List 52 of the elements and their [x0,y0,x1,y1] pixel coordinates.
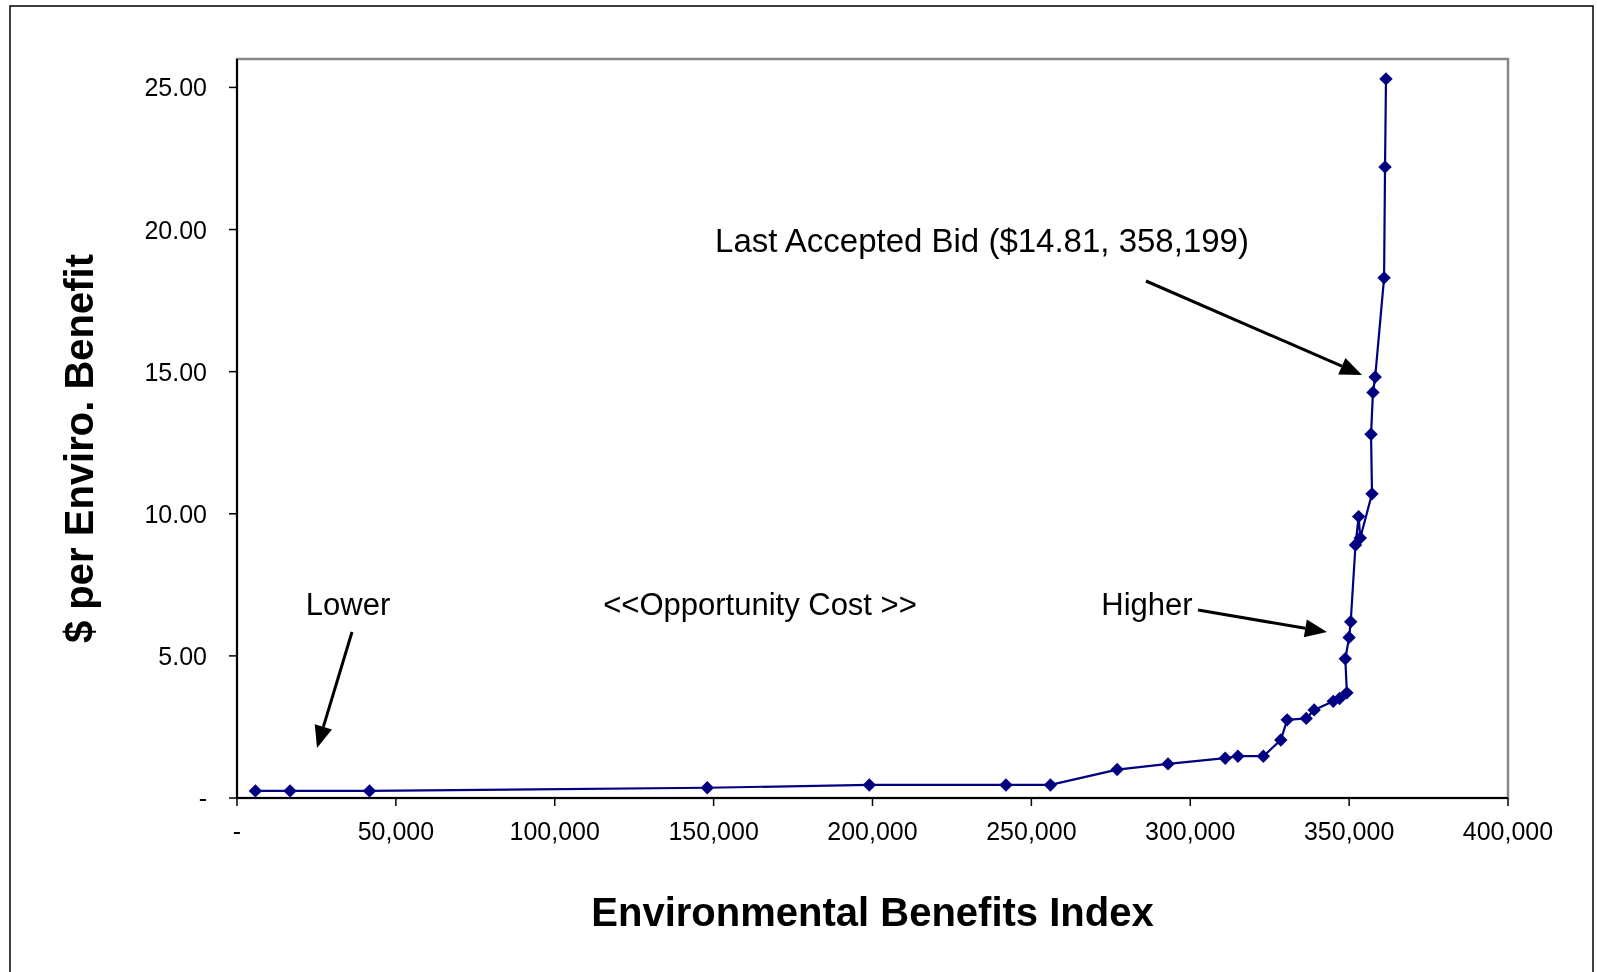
point [1353,531,1367,545]
point [1256,749,1271,763]
x-tick-label: 300,000 [1145,817,1236,845]
point [1364,427,1378,441]
x-tick-label: 350,000 [1303,817,1395,845]
point [700,781,714,795]
x-tick-label: 200,000 [827,817,918,845]
point [1218,751,1232,765]
annotation: <<Opportunity Cost >> [603,587,917,622]
point [1332,691,1347,706]
point [1379,72,1393,86]
point [1043,778,1058,792]
point [1231,749,1245,763]
point [283,784,297,798]
point [1368,370,1382,384]
point [248,784,263,798]
y-tick-label: 5.00 [158,641,207,670]
x-tick-label: 100,000 [509,817,600,845]
point [1342,630,1356,645]
point [1280,713,1294,727]
point [999,778,1013,792]
point [1366,385,1380,400]
point [1338,652,1353,666]
point [1307,703,1321,717]
x-tick-label: 50,000 [357,817,435,845]
x-tick-label: 150,000 [668,817,759,845]
point [1377,271,1391,285]
x-axis-title: Environmental Benefits Index [591,890,1154,934]
y-axis-title: $ per Enviro. Benefit [57,254,101,643]
annotation: Higher [1101,587,1193,622]
y-tick-label: 25.00 [144,73,207,102]
annotation: Last Accepted Bid ($14.81, 358,199) [715,222,1249,259]
y-tick-label: - [198,784,207,812]
y-tick-label: 15.00 [144,357,207,386]
x-tick-label: 250,000 [986,817,1077,845]
x-tick-label: 400,000 [1462,817,1554,845]
point [1378,160,1392,174]
point [1348,538,1363,552]
point [1344,615,1358,629]
point [1299,711,1313,726]
point [1351,509,1366,524]
point [362,784,377,798]
x-tick-label: - [232,817,242,845]
point [1274,733,1288,747]
point [1110,762,1124,777]
point [1161,757,1175,771]
annotation: Lower [305,587,391,622]
point [862,778,877,792]
y-tick-label: 20.00 [144,215,207,244]
point [1340,686,1354,700]
point [1365,487,1379,501]
y-tick-label: 10.00 [144,499,207,528]
